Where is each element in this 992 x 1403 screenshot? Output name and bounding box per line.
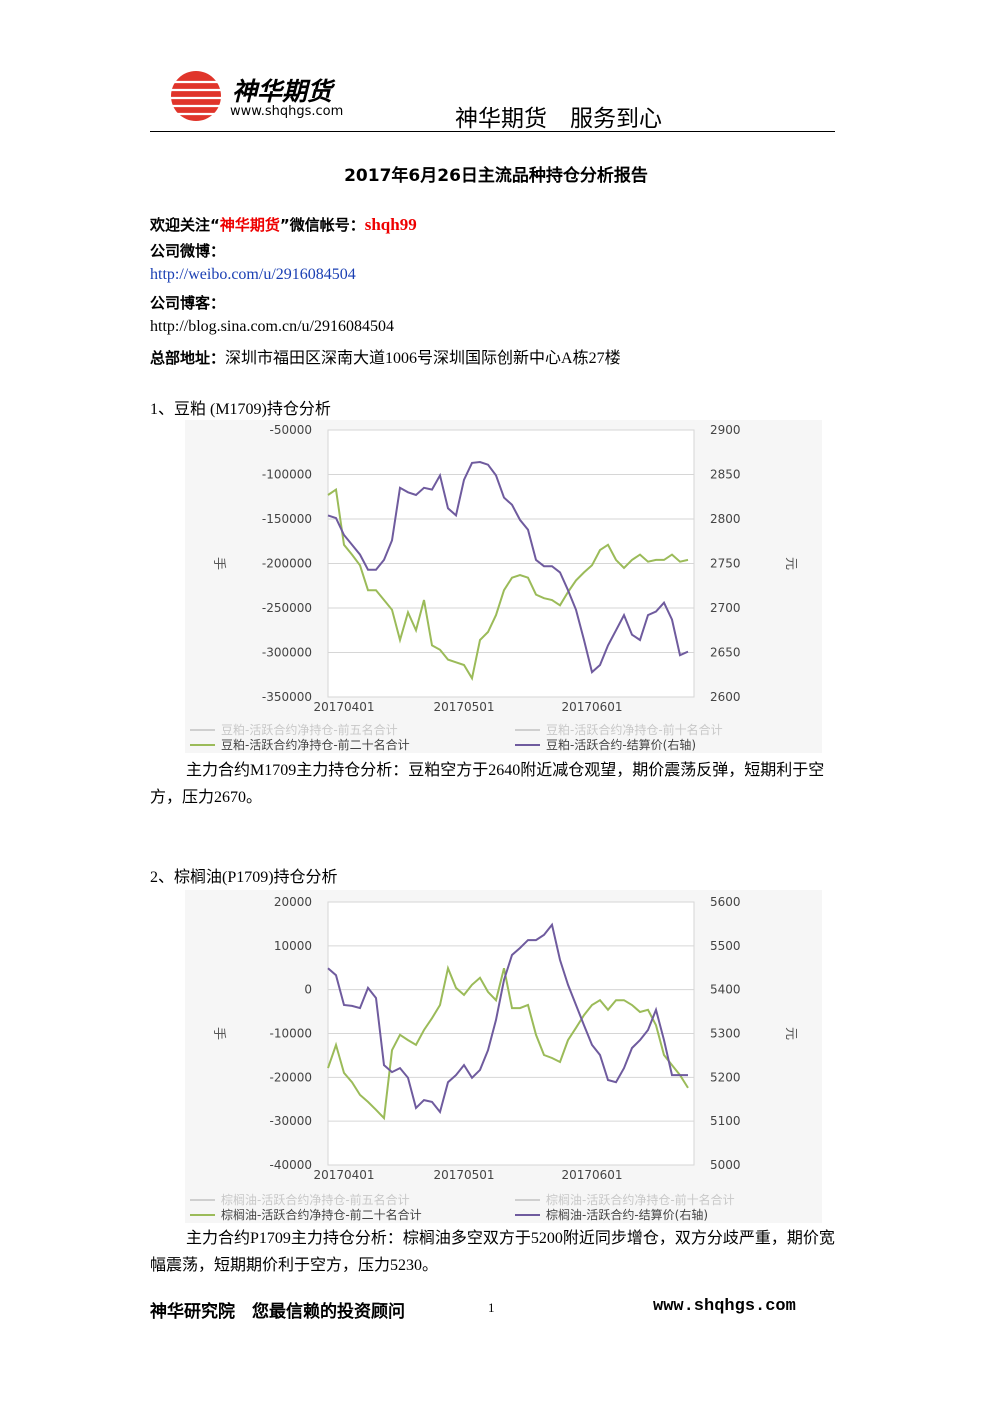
legend-label: 棕榈油-活跃合约净持仓-前五名合计	[221, 1192, 410, 1207]
y2-axis-title: 元	[783, 1027, 798, 1040]
y2-tick-label: 2650	[710, 646, 741, 660]
weibo-link[interactable]: http://weibo.com/u/2916084504	[150, 266, 356, 283]
y-tick-label: -40000	[269, 1158, 312, 1172]
footer-left: 神华研究院 您最信赖的投资顾问	[150, 1302, 405, 1322]
x-tick-label: 20170501	[433, 700, 494, 714]
x-tick-label: 20170401	[313, 1168, 374, 1182]
y-tick-label: -20000	[269, 1070, 312, 1084]
y2-tick-label: 5400	[710, 983, 741, 997]
text: 欢迎关注“	[150, 216, 220, 234]
legend-label: 豆粕-活跃合约净持仓-前五名合计	[221, 722, 398, 737]
chart: -50000 -100000 -150000 -200000 -250000 -30000…	[185, 420, 822, 753]
y2-tick-label: 5000	[710, 1158, 741, 1172]
label: 公司微博：	[150, 242, 226, 260]
y-tick-label: -250000	[262, 601, 312, 615]
y-tick-label: -30000	[269, 1114, 312, 1128]
welcome-line: 欢迎关注“神华期货”微信帐号：shqh99	[150, 214, 417, 235]
page-number: 1	[488, 1300, 495, 1315]
legend-label: 棕榈油-活跃合约净持仓-前十名合计	[546, 1192, 735, 1207]
address-line: 总部地址：深圳市福田区深南大道1006号深圳国际创新中心A栋27楼	[150, 344, 621, 368]
chart: 20000 10000 0 -10000 -20000 -30000 -40000 5600 5…	[185, 890, 822, 1223]
y-axis-title: 手	[211, 557, 226, 570]
header-rule	[150, 131, 835, 132]
legend-label: 豆粕-活跃合约-结算价(右轴)	[546, 737, 696, 752]
y2-axis-title: 元	[783, 557, 798, 570]
y-tick-label: -200000	[262, 557, 312, 571]
wechat-id: shqh99	[364, 215, 417, 234]
y-tick-label: 10000	[274, 939, 312, 953]
legend-label: 棕榈油-活跃合约-结算价(右轴)	[546, 1207, 708, 1222]
y-tick-label: -50000	[269, 423, 312, 437]
y2-tick-label: 5600	[710, 895, 741, 909]
x-tick-label: 20170401	[313, 700, 374, 714]
y-tick-label: 0	[304, 983, 312, 997]
brand-url: www.shqhgs.com	[230, 104, 344, 119]
address: 深圳市福田区深南大道1006号深圳国际创新中心A栋27楼	[225, 350, 621, 367]
blog-url: http://blog.sina.com.cn/u/2916084504	[150, 318, 394, 335]
x-tick-label: 20170501	[433, 1168, 494, 1182]
footer-url: www.shqhgs.com	[653, 1297, 796, 1316]
section-heading: 1、豆粕 (M1709)持仓分析	[150, 401, 331, 418]
label: 总部地址：	[150, 349, 226, 367]
report-title: 2017年6月26日主流品种持仓分析报告	[344, 166, 648, 186]
y-tick-label: -100000	[262, 468, 312, 482]
x-tick-label: 20170601	[561, 1168, 622, 1182]
y-tick-label: -150000	[262, 512, 312, 526]
section-heading: 2、棕榈油(P1709)持仓分析	[150, 869, 338, 886]
y-axis-title: 手	[211, 1027, 226, 1040]
series-line	[327, 964, 689, 1121]
y2-tick-label: 2850	[710, 468, 741, 482]
analysis: 主力合约M1709主力持仓分析：豆粕空方于2640附近减仓观望，期价震荡反弹，短…	[150, 762, 825, 806]
series-line	[327, 922, 688, 1115]
y-tick-label: 20000	[274, 895, 312, 909]
series-line	[327, 487, 689, 682]
y2-tick-label: 2750	[710, 557, 741, 571]
brand: 神华期货	[232, 77, 333, 106]
legend-label: 豆粕-活跃合约净持仓-前二十名合计	[221, 737, 410, 752]
legend-label: 豆粕-活跃合约净持仓-前十名合计	[546, 722, 723, 737]
y-tick-label: -350000	[262, 690, 312, 704]
y2-tick-label: 2800	[710, 512, 741, 526]
logo-mark	[170, 71, 222, 121]
y2-tick-label: 5100	[710, 1114, 741, 1128]
slogan: 神华期货 服务到心	[455, 106, 662, 132]
label: 公司博客：	[150, 294, 226, 312]
y2-tick-label: 2900	[710, 423, 741, 437]
analysis: 主力合约P1709主力持仓分析：棕榈油多空双方于5200附近同步增仓，双方分歧严…	[150, 1230, 835, 1274]
legend-label: 棕榈油-活跃合约净持仓-前二十名合计	[221, 1207, 422, 1222]
x-tick-label: 20170601	[561, 700, 622, 714]
y2-tick-label: 2600	[710, 690, 741, 704]
y2-tick-label: 5200	[710, 1070, 741, 1084]
y-tick-label: -300000	[262, 646, 312, 660]
y-tick-label: -10000	[269, 1027, 312, 1041]
y2-tick-label: 2700	[710, 601, 741, 615]
series-line	[327, 460, 689, 674]
text: 神华期货	[219, 216, 280, 234]
y2-tick-label: 5300	[710, 1027, 741, 1041]
text: ”微信帐号：	[279, 216, 365, 234]
y2-tick-label: 5500	[710, 939, 741, 953]
